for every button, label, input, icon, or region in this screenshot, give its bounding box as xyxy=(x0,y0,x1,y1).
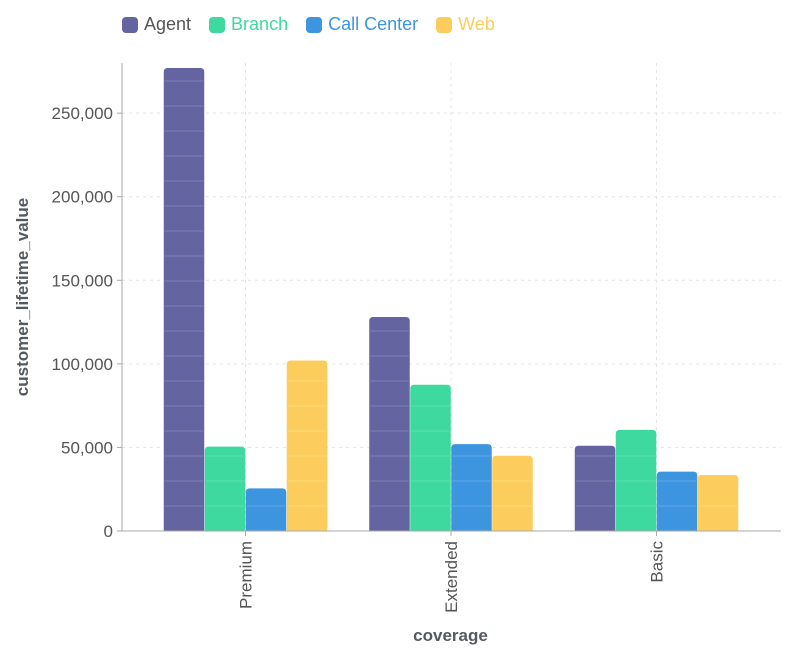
bar-agent-extended[interactable] xyxy=(369,317,410,531)
y-tick-label: 50,000 xyxy=(61,438,113,457)
bar-branch-premium[interactable] xyxy=(204,446,246,531)
x-tick-label: Premium xyxy=(237,541,256,609)
y-tick-label: 250,000 xyxy=(52,104,113,123)
legend-item-call-center[interactable]: Call Center xyxy=(306,14,418,35)
legend-label-agent: Agent xyxy=(144,14,192,34)
legend-label-web: Web xyxy=(458,14,495,34)
y-tick-label: 150,000 xyxy=(52,271,113,290)
y-ticks: 0 50,000 100,000 150,000 200,000 250,000 xyxy=(52,104,122,541)
bar-web-basic[interactable] xyxy=(697,475,739,531)
y-tick-label: 200,000 xyxy=(52,188,113,207)
x-axis-title: coverage xyxy=(413,626,488,645)
legend-swatch-web xyxy=(436,16,453,33)
legend-item-web[interactable]: Web xyxy=(436,14,495,35)
legend-item-agent[interactable]: Agent xyxy=(122,14,191,35)
legend-item-branch[interactable]: Branch xyxy=(209,14,288,35)
legend: Agent Branch Call Center Web xyxy=(122,14,495,35)
y-tick-label: 0 xyxy=(104,522,113,541)
legend-label-call-center: Call Center xyxy=(328,14,419,34)
x-tick-label: Extended xyxy=(442,541,461,613)
legend-swatch-branch xyxy=(209,16,226,33)
y-axis-title: customer_lifetime_value xyxy=(13,198,32,396)
bar-agent-basic[interactable] xyxy=(574,445,616,531)
bar-branch-extended[interactable] xyxy=(410,384,451,531)
bar-call-center-premium[interactable] xyxy=(245,488,287,531)
legend-swatch-agent xyxy=(122,16,138,33)
legend-swatch-call-center xyxy=(306,16,323,33)
axes xyxy=(117,63,781,532)
legend-label-branch: Branch xyxy=(231,14,289,34)
x-ticks: Premium Extended Basic xyxy=(237,531,667,613)
bar-branch-basic[interactable] xyxy=(615,429,657,531)
bar-call-center-basic[interactable] xyxy=(656,471,698,531)
bar-web-extended[interactable] xyxy=(492,455,533,531)
x-tick-label: Basic xyxy=(648,541,667,583)
bars xyxy=(163,68,739,531)
y-tick-label: 100,000 xyxy=(52,355,113,374)
bar-call-center-extended[interactable] xyxy=(451,444,492,531)
bar-web-premium[interactable] xyxy=(286,360,328,531)
bar-agent-premium[interactable] xyxy=(163,68,205,531)
